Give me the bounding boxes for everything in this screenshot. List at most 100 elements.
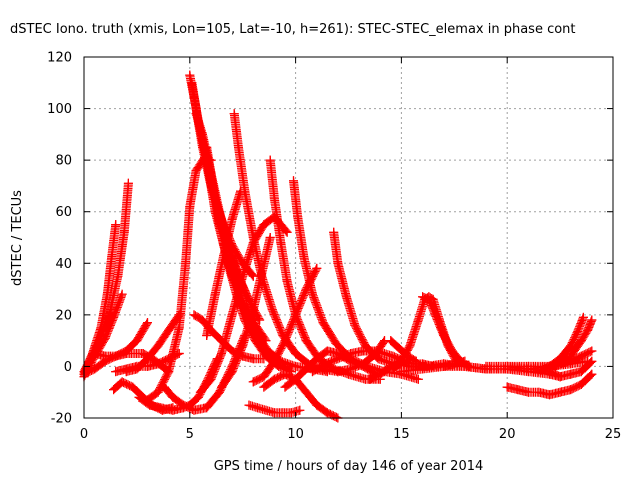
data-point (179, 400, 188, 410)
series-arc-25 (244, 400, 305, 418)
data-point (534, 387, 544, 397)
data-point (217, 336, 226, 346)
series-arc-10 (159, 331, 250, 415)
data-point (312, 354, 322, 364)
data-point (248, 354, 258, 364)
data-point (346, 364, 356, 374)
data-point (301, 336, 311, 346)
data-point (187, 78, 197, 88)
chart-title: dSTEC Iono. truth (xmis, Lon=105, Lat=-1… (10, 22, 576, 37)
data-point (513, 385, 523, 395)
data-point (576, 336, 586, 346)
data-point (481, 361, 491, 371)
data-point (100, 351, 110, 361)
data-point (132, 336, 142, 346)
data-point (111, 220, 121, 230)
data-point (280, 369, 290, 379)
data-point (265, 233, 275, 242)
data-point (193, 392, 203, 402)
data-point (320, 359, 330, 369)
data-point (405, 341, 415, 351)
data-point (308, 289, 317, 299)
data-point (322, 408, 332, 418)
data-point (312, 400, 322, 410)
y-tick-label: -20 (51, 412, 72, 427)
data-point (308, 367, 317, 377)
x-tick-label: 25 (605, 427, 622, 442)
data-point (318, 318, 328, 328)
y-tick-label: 40 (55, 257, 72, 272)
data-point (253, 331, 262, 340)
data-point (269, 356, 279, 366)
data-point (545, 364, 554, 374)
data-point (238, 351, 248, 361)
data-point (301, 387, 311, 397)
series-arc-41 (545, 315, 597, 374)
data-point (388, 351, 398, 361)
y-tick-label: 100 (47, 102, 72, 117)
data-point (111, 367, 121, 377)
data-point (576, 380, 586, 389)
data-point (185, 70, 195, 80)
data-layer (79, 70, 597, 423)
data-point (195, 387, 205, 397)
data-point (261, 405, 271, 415)
series-trace (159, 331, 250, 415)
data-point (439, 359, 449, 369)
data-point (185, 202, 195, 212)
data-point (189, 405, 199, 415)
data-point (394, 343, 404, 353)
y-tick-label: 20 (55, 308, 72, 323)
data-point (572, 328, 582, 338)
data-point (100, 333, 110, 343)
series-arc-35 (418, 292, 474, 371)
data-point (227, 310, 237, 320)
data-point (346, 356, 356, 366)
x-tick-label: 20 (499, 427, 516, 442)
series-arc-07 (121, 310, 184, 377)
x-tick-label: 5 (186, 427, 194, 442)
data-point (295, 405, 305, 415)
data-point (424, 294, 434, 304)
data-point (375, 369, 385, 379)
data-point (189, 310, 199, 320)
data-point (143, 354, 152, 364)
data-point (566, 369, 576, 379)
data-point (578, 312, 588, 322)
data-point (555, 372, 565, 382)
data-point (117, 289, 127, 299)
data-point (413, 374, 423, 384)
data-point (358, 346, 368, 356)
data-point (396, 356, 406, 366)
data-point (248, 377, 258, 387)
data-point (227, 346, 237, 356)
data-point (113, 271, 123, 281)
data-point (301, 284, 311, 294)
data-point (248, 305, 258, 315)
data-point (121, 346, 131, 356)
data-point (248, 233, 258, 242)
y-tick-label: 60 (55, 205, 72, 220)
data-point (123, 178, 133, 188)
series-arc-05 (90, 318, 152, 361)
y-tick-label: 120 (47, 51, 72, 66)
data-point (240, 186, 250, 196)
data-point (269, 374, 279, 384)
data-point (576, 351, 586, 361)
data-point (583, 325, 593, 335)
data-point (413, 315, 423, 325)
data-point (168, 392, 178, 402)
data-point (214, 387, 224, 397)
data-point (263, 346, 273, 356)
data-point (217, 349, 226, 358)
data-point (248, 271, 258, 281)
data-point (117, 377, 127, 387)
data-point (439, 331, 449, 340)
data-point (206, 374, 216, 384)
data-point (333, 258, 343, 268)
data-point (523, 387, 533, 397)
data-point (293, 212, 303, 222)
data-point (460, 361, 470, 371)
data-point (181, 258, 191, 268)
data-point (202, 331, 212, 340)
